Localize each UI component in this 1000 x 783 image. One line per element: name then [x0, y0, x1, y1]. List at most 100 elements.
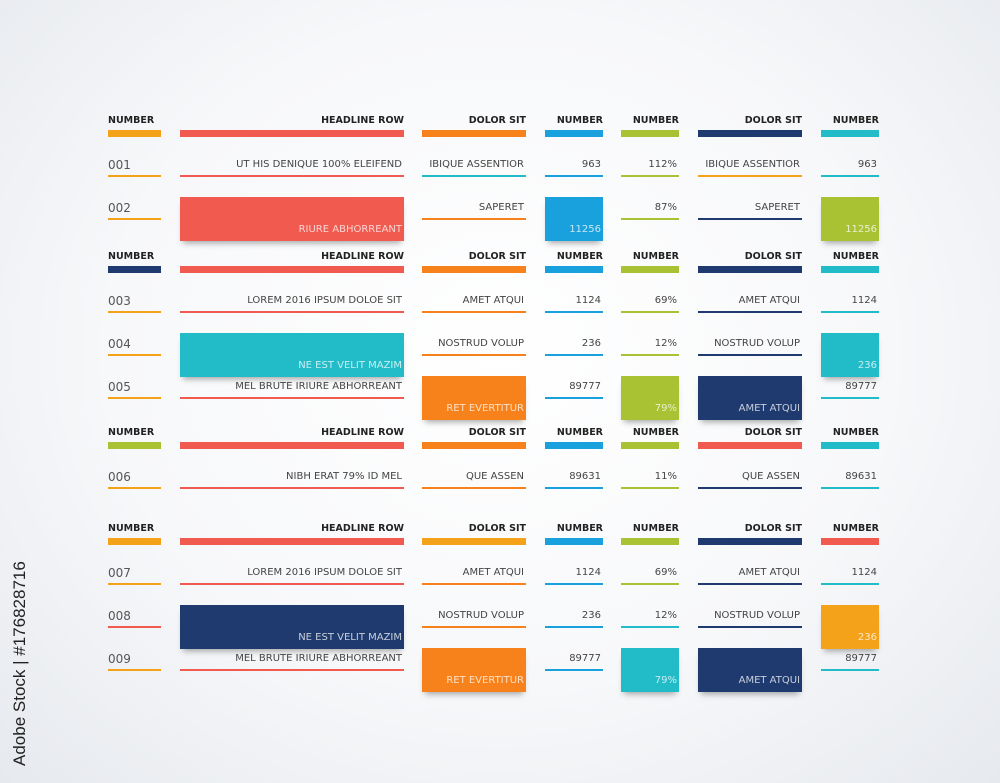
table-cell: NOSTRUD VOLUP [714, 338, 800, 349]
cell-underline [545, 487, 603, 489]
cell-underline [108, 354, 161, 356]
cell-underline [545, 311, 603, 313]
column-header: DOLOR SIT [468, 523, 526, 534]
header-color-bar [180, 442, 404, 449]
cell-underline [621, 311, 679, 313]
column-header: NUMBER [632, 427, 679, 438]
cell-underline [698, 487, 802, 489]
header-color-bar [108, 266, 161, 273]
table-cell: QUE ASSEN [741, 471, 800, 482]
cell-underline [698, 218, 802, 220]
header-color-bar [821, 442, 879, 449]
column-header: DOLOR SIT [744, 427, 802, 438]
table-cell: 1124 [851, 295, 877, 306]
table-cell: RET EVERTITUR [446, 675, 524, 686]
cell-underline [422, 311, 526, 313]
table-cell: 79% [654, 675, 677, 686]
cell-underline [108, 218, 161, 220]
cell-underline [621, 354, 679, 356]
cell-underline [180, 311, 404, 313]
cell-underline [545, 583, 603, 585]
table-cell: 1124 [575, 295, 601, 306]
column-header: NUMBER [832, 523, 879, 534]
table-cell: AMET ATQUI [738, 675, 800, 686]
cell-underline [108, 669, 161, 671]
table-cell: AMET ATQUI [738, 295, 800, 306]
cell-underline [821, 487, 879, 489]
cell-underline [621, 487, 679, 489]
header-color-bar [698, 442, 802, 449]
cell-underline [180, 175, 404, 177]
highlight-block [621, 376, 679, 420]
table-cell: LOREM 2016 IPSUM DOLOE SIT [247, 567, 402, 578]
header-color-bar [698, 130, 802, 137]
column-header: NUMBER [832, 251, 879, 262]
cell-underline [621, 626, 679, 628]
table-cell: 69% [654, 567, 677, 578]
cell-underline [698, 583, 802, 585]
column-header: NUMBER [108, 427, 155, 438]
column-header: NUMBER [632, 115, 679, 126]
header-color-bar [821, 266, 879, 273]
highlight-block [698, 376, 802, 420]
column-header: NUMBER [556, 523, 603, 534]
table-cell: QUE ASSEN [465, 471, 524, 482]
column-header: HEADLINE ROW [321, 523, 404, 534]
table-cell: 89631 [569, 471, 601, 482]
cell-underline [821, 311, 879, 313]
header-color-bar [422, 130, 526, 137]
cell-underline [698, 175, 802, 177]
table-cell: 11% [654, 471, 677, 482]
table-cell: SAPERET [478, 202, 524, 213]
table-cell: MEL BRUTE IRIURE ABHORREANT [235, 381, 402, 392]
header-color-bar [621, 442, 679, 449]
table-cell: NOSTRUD VOLUP [438, 338, 524, 349]
table-cell: 963 [857, 159, 877, 170]
highlight-block [821, 333, 879, 377]
highlight-block [821, 197, 879, 241]
cell-underline [821, 397, 879, 399]
header-color-bar [422, 266, 526, 273]
column-header: NUMBER [556, 427, 603, 438]
table-cell: AMET ATQUI [738, 567, 800, 578]
row-number: 007 [108, 566, 131, 580]
table-cell: 69% [654, 295, 677, 306]
header-color-bar [422, 538, 526, 545]
cell-underline [545, 397, 603, 399]
cell-underline [545, 354, 603, 356]
table-cell: 79% [654, 403, 677, 414]
table-cell: AMET ATQUI [738, 403, 800, 414]
cell-underline [545, 669, 603, 671]
table-cell: LOREM 2016 IPSUM DOLOE SIT [247, 295, 402, 306]
cell-underline [108, 311, 161, 313]
table-cell: 11256 [569, 224, 601, 235]
column-header: NUMBER [108, 523, 155, 534]
side-watermark-label: Adobe Stock | #176828716 [10, 561, 29, 766]
header-color-bar [621, 130, 679, 137]
table-cell: 112% [648, 159, 677, 170]
column-header: NUMBER [632, 523, 679, 534]
column-header: DOLOR SIT [468, 251, 526, 262]
cell-underline [698, 354, 802, 356]
table-cell: 89631 [845, 471, 877, 482]
table-cell: 87% [654, 202, 677, 213]
column-header: NUMBER [632, 251, 679, 262]
cell-underline [545, 175, 603, 177]
cell-underline [621, 218, 679, 220]
highlight-block [180, 333, 404, 377]
table-cell: 1124 [851, 567, 877, 578]
cell-underline [821, 175, 879, 177]
cell-underline [108, 626, 161, 628]
column-header: NUMBER [832, 115, 879, 126]
table-cell: NE EST VELIT MAZIM [298, 632, 402, 643]
table-cell: RIURE ABHORREANT [298, 224, 402, 235]
cell-underline [180, 583, 404, 585]
row-number: 005 [108, 380, 131, 394]
row-number: 009 [108, 652, 131, 666]
row-number: 006 [108, 470, 131, 484]
cell-underline [108, 487, 161, 489]
row-number: 003 [108, 294, 131, 308]
highlight-block [180, 197, 404, 241]
header-color-bar [180, 130, 404, 137]
table-cell: IBIQUE ASSENTIOR [429, 159, 524, 170]
